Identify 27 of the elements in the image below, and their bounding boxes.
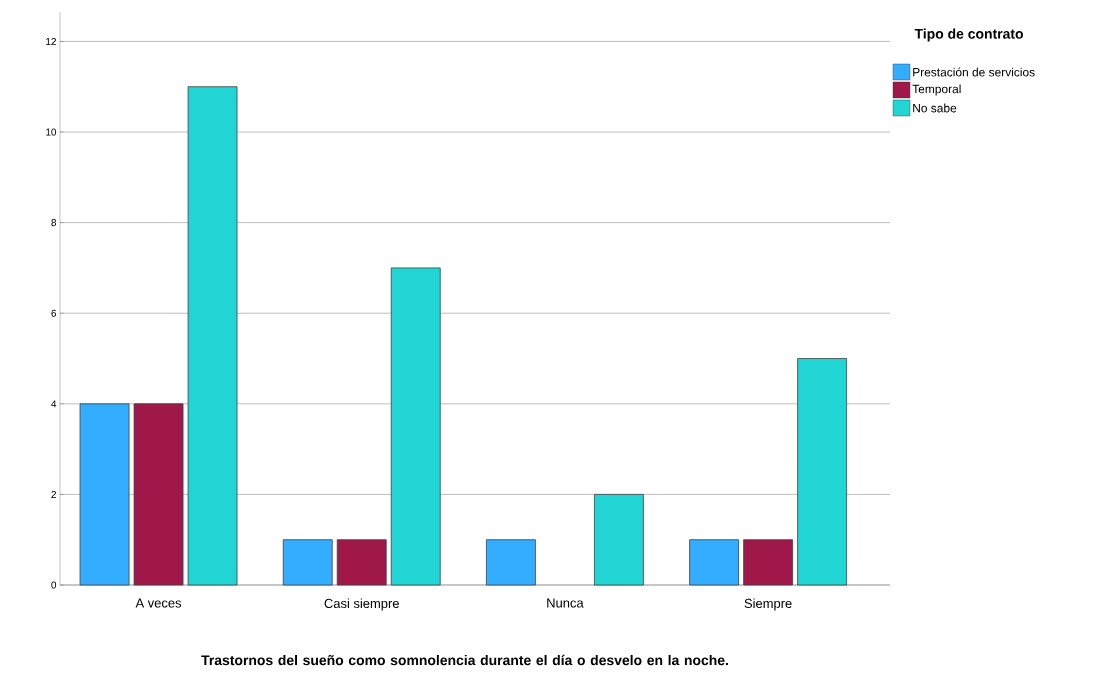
y-tick-label: 6 <box>51 309 57 317</box>
y-tick-label: 2 <box>51 490 56 498</box>
y-tick-label: 4 <box>51 400 57 408</box>
legend-label: Prestación de servicios <box>913 67 1035 77</box>
legend-title: Tipo de contrato <box>914 28 1023 42</box>
y-tick-label: 0 <box>51 581 57 589</box>
y-tick-label: 12 <box>46 37 56 45</box>
x-tick-label: Siempre <box>744 598 792 611</box>
bar <box>743 539 793 586</box>
x-tick-label: A veces <box>135 598 182 608</box>
x-tick-label: Casi siempre <box>324 598 399 611</box>
bar <box>594 494 644 586</box>
y-tick-label: 8 <box>51 219 57 227</box>
bar <box>133 403 184 586</box>
bar <box>187 86 238 586</box>
y-tick-label: 10 <box>46 128 57 136</box>
x-axis-title: Trastornos del sueño como somnolencia durante el día o desvelo en la noche. <box>201 654 728 666</box>
bar <box>79 403 130 586</box>
bar <box>390 267 441 586</box>
bar <box>336 539 387 586</box>
bar <box>486 539 536 586</box>
bar <box>282 539 333 586</box>
x-tick-label: Nunca <box>547 598 584 608</box>
legend-label: No sabe <box>913 103 957 113</box>
bar <box>689 539 739 586</box>
bar <box>797 358 847 586</box>
legend-label: Temporal <box>912 84 961 96</box>
